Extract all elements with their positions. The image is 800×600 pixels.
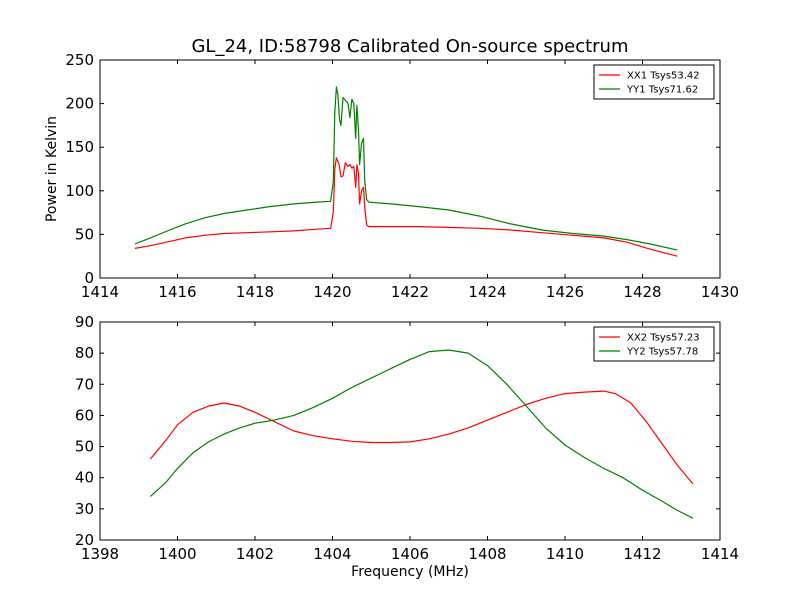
x-tick-label: 1420: [313, 283, 351, 301]
legend-2: XX2 Tsys57.23 YY2 Tsys57.78: [593, 326, 715, 362]
x-tick-label: 1404: [313, 545, 351, 563]
legend-label: XX1 Tsys53.42: [627, 71, 700, 82]
legend-box: [593, 64, 715, 100]
y-tick-label: 30: [75, 500, 94, 518]
plot-panel-1: 1414 1416 1418 1420 1422 1424 1426 1428 1430 0 50 1…: [65, 51, 739, 301]
y-tick-label: 40: [75, 469, 94, 487]
y-tick-label: 0: [84, 269, 94, 287]
x-tick-label: 1428: [623, 283, 661, 301]
y-tick-label: 80: [75, 344, 94, 362]
y-tick-label: 200: [65, 95, 94, 113]
series-line-1-1: [134, 157, 678, 257]
y-tick-label: 50: [75, 225, 94, 243]
series-line-2-2: [149, 349, 694, 519]
x-tick-label: 1422: [391, 283, 429, 301]
legend-label: XX2 Tsys57.23: [627, 333, 700, 344]
x-tick-label: 1430: [701, 283, 739, 301]
y-tick-label: 50: [75, 438, 94, 456]
y-tick-label: 250: [65, 51, 94, 69]
plots-layer: 1414 1416 1418 1420 1422 1424 1426 1428 14300501…: [65, 51, 739, 563]
x-tick-label: 1400: [158, 545, 196, 563]
x-tick-label: 1424: [468, 283, 506, 301]
x-tick-label: 1414: [701, 545, 739, 563]
x-tick-label: 1426: [546, 283, 584, 301]
y-tick-label: 90: [75, 313, 94, 331]
legend-label: YY2 Tsys57.78: [626, 347, 698, 358]
y-axis-label-top: Power in Kelvin: [44, 116, 60, 222]
legend-1: XX1 Tsys53.42 YY1 Tsys71.62: [593, 64, 715, 100]
x-axis-label-bottom: Frequency (MHz): [351, 564, 469, 580]
x-tick-label: 1408: [468, 545, 506, 563]
plot-panel-2: 1398 1400 1402 1404 1406 1408 1410 1412 1414 20 30…: [75, 313, 739, 563]
legend-label: YY1 Tsys71.62: [626, 85, 698, 96]
y-tick-label: 70: [75, 375, 94, 393]
x-tick-label: 1398: [81, 545, 119, 563]
chart-title: GL_24, ID:58798 Calibrated On-source spe…: [191, 36, 628, 57]
x-tick-label: 1418: [236, 283, 274, 301]
y-tick-label: 60: [75, 406, 94, 424]
x-tick-label: 1414: [81, 283, 119, 301]
x-tick-label: 1406: [391, 545, 429, 563]
y-tick-label: 150: [65, 138, 94, 156]
x-tick-label: 1412: [623, 545, 661, 563]
x-tick-label: 1410: [546, 545, 584, 563]
x-tick-label: 1402: [236, 545, 274, 563]
y-tick-label: 20: [75, 531, 94, 549]
series-line-1-2: [134, 86, 678, 251]
legend-box: [593, 326, 715, 362]
x-tick-label: 1416: [158, 283, 196, 301]
y-tick-label: 100: [65, 182, 94, 200]
series-line-2-1: [149, 390, 694, 485]
